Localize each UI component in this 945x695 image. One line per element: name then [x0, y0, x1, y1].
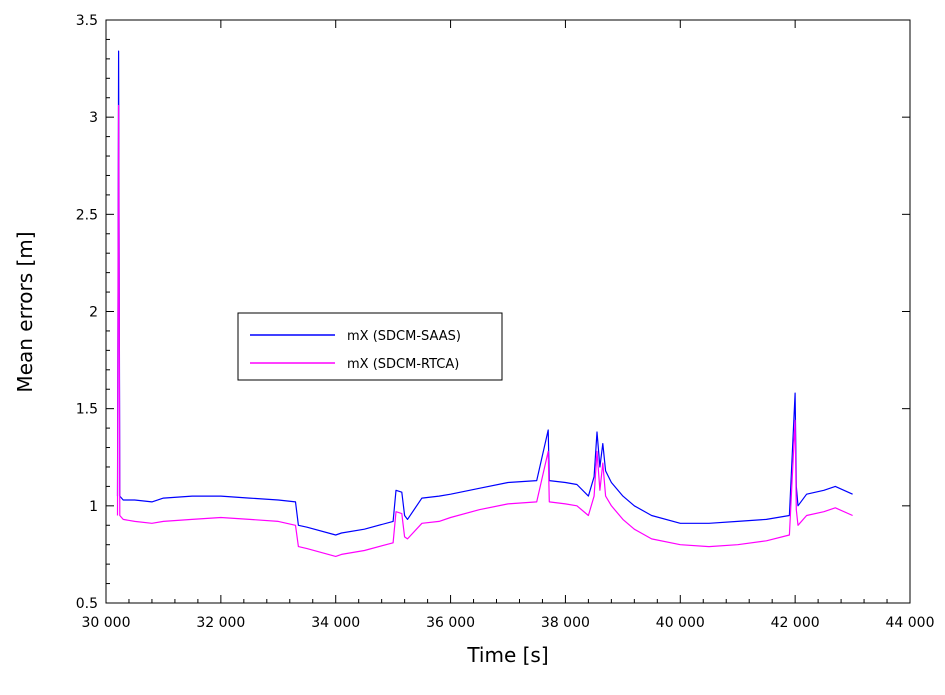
x-tick-label: 38 000 [541, 615, 590, 631]
legend-label-sdcm-rtca: mX (SDCM-RTCA) [347, 357, 459, 372]
x-axis-title: Time [s] [466, 643, 548, 667]
y-tick-label: 2.5 [76, 207, 98, 223]
y-axis-title: Mean errors [m] [13, 231, 37, 392]
y-tick-label: 2 [89, 305, 98, 321]
x-tick-label: 40 000 [656, 615, 705, 631]
y-tick-label: 3 [89, 110, 98, 126]
x-tick-label: 32 000 [196, 615, 245, 631]
series-line-sdcm-saas [116, 50, 853, 536]
y-tick-label: 0.5 [76, 596, 98, 612]
series-line-sdcm-rtca [116, 104, 853, 558]
y-tick-label: 3.5 [76, 13, 98, 29]
legend-label-sdcm-saas: mX (SDCM-SAAS) [347, 329, 461, 344]
legend-box [237, 312, 503, 381]
x-tick-label: 44 000 [886, 615, 935, 631]
x-tick-label: 42 000 [771, 615, 820, 631]
legend: mX (SDCM-SAAS) mX (SDCM-RTCA) [237, 312, 503, 381]
series-layer [116, 50, 853, 558]
y-tick-label: 1.5 [76, 402, 98, 418]
y-tick-label: 1 [89, 499, 98, 515]
x-tick-label: 36 000 [426, 615, 475, 631]
x-tick-label: 30 000 [82, 615, 131, 631]
axis-ticks: 30 000 32 000 34 000 36 000 38 000 40 000 42 0… [76, 13, 935, 631]
x-tick-label: 34 000 [311, 615, 360, 631]
